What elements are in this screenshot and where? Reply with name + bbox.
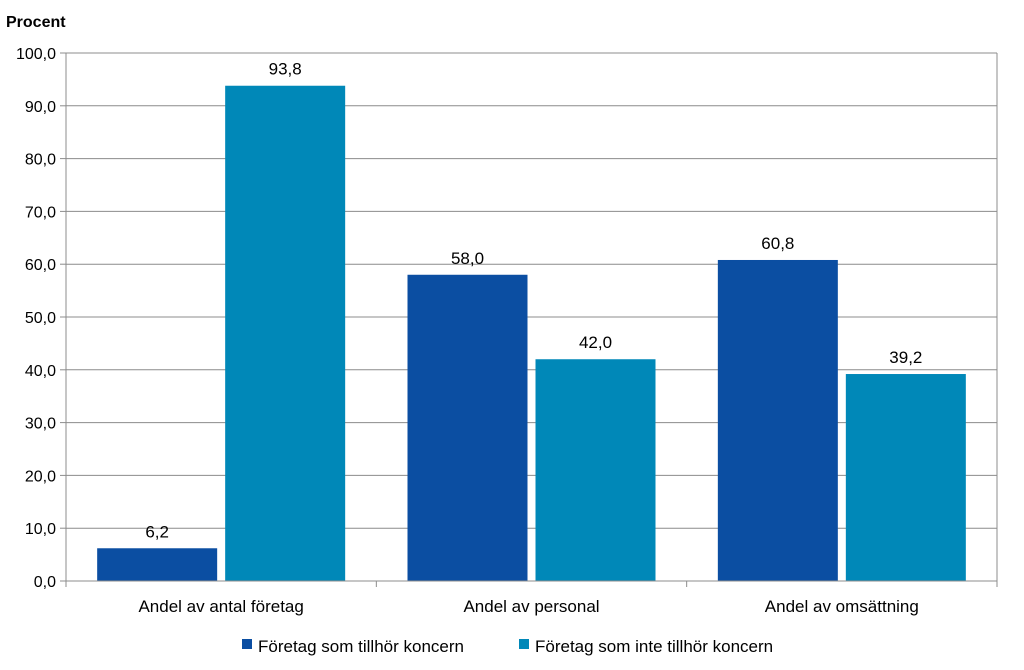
y-tick-label: 50,0 bbox=[25, 310, 56, 327]
data-label: 6,2 bbox=[145, 522, 169, 541]
y-tick-label: 90,0 bbox=[25, 99, 56, 116]
bar bbox=[845, 374, 966, 581]
x-category-label: Andel av personal bbox=[463, 597, 599, 616]
axes bbox=[60, 52, 998, 587]
data-label: 93,8 bbox=[269, 60, 302, 79]
legend-label-series-1: Företag som tillhör koncern bbox=[258, 637, 464, 656]
y-axis-tick-labels: 0,0 10,0 20,0 30,0 40,0 50,0 60,0 70,0 80,0 90,0 1… bbox=[16, 46, 56, 591]
y-tick-label: 80,0 bbox=[25, 152, 56, 169]
legend-swatch-series-2 bbox=[519, 639, 529, 649]
bar bbox=[407, 274, 528, 581]
bar bbox=[97, 548, 218, 581]
bars bbox=[97, 85, 966, 582]
data-label: 60,8 bbox=[761, 234, 794, 253]
bar bbox=[225, 85, 346, 582]
y-tick-label: 20,0 bbox=[25, 468, 56, 485]
legend-swatch-series-1 bbox=[242, 639, 252, 649]
y-axis-title: Procent bbox=[6, 14, 66, 31]
y-tick-label: 40,0 bbox=[25, 363, 56, 380]
data-labels: 6,2 93,8 58,0 42,0 60,8 39,2 bbox=[145, 60, 922, 542]
x-axis-category-labels: Andel av antal företag Andel av personal A… bbox=[138, 597, 918, 616]
x-category-label: Andel av antal företag bbox=[138, 597, 303, 616]
gridlines bbox=[66, 52, 997, 529]
legend: Företag som tillhör koncern Företag som … bbox=[242, 637, 773, 656]
y-tick-label: 60,0 bbox=[25, 257, 56, 274]
bar bbox=[535, 359, 656, 581]
data-label: 39,2 bbox=[889, 348, 922, 367]
x-category-label: Andel av omsättning bbox=[765, 597, 919, 616]
y-tick-label: 10,0 bbox=[25, 521, 56, 538]
y-tick-label: 70,0 bbox=[25, 204, 56, 221]
legend-label-series-2: Företag som inte tillhör koncern bbox=[535, 637, 773, 656]
y-tick-label: 0,0 bbox=[34, 574, 56, 591]
y-tick-label: 30,0 bbox=[25, 416, 56, 433]
bar bbox=[717, 259, 838, 581]
data-label: 42,0 bbox=[579, 333, 612, 352]
y-tick-label: 100,0 bbox=[16, 46, 56, 63]
data-label: 58,0 bbox=[451, 249, 484, 268]
